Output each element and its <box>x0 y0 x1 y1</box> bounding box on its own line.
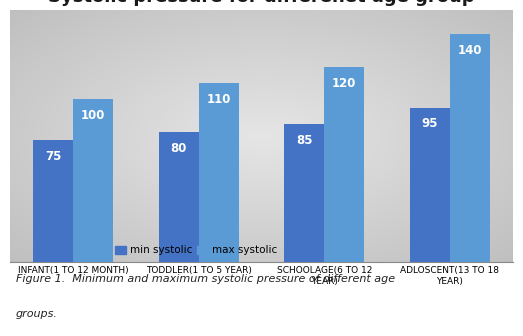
Text: 100: 100 <box>81 109 106 122</box>
Text: groups.: groups. <box>16 309 58 319</box>
Bar <box>284 124 324 262</box>
Bar <box>158 132 199 262</box>
Text: 110: 110 <box>207 93 231 106</box>
Text: 75: 75 <box>45 150 61 163</box>
Text: 95: 95 <box>422 117 438 130</box>
Bar <box>450 35 490 262</box>
Text: Figure 1.  Minimum and maximum systolic pressure of different age: Figure 1. Minimum and maximum systolic p… <box>16 274 395 284</box>
Bar <box>410 108 450 262</box>
Text: 120: 120 <box>332 77 357 90</box>
Bar <box>324 67 365 262</box>
Bar <box>73 99 113 262</box>
Text: 140: 140 <box>458 44 482 57</box>
Bar <box>33 140 73 262</box>
Legend: min systolic, max systolic: min systolic, max systolic <box>111 241 281 259</box>
Text: 85: 85 <box>296 134 312 146</box>
Text: 80: 80 <box>170 142 187 155</box>
Title: Systolic pressure for differenet age group: Systolic pressure for differenet age gro… <box>48 0 475 6</box>
Bar <box>199 83 239 262</box>
